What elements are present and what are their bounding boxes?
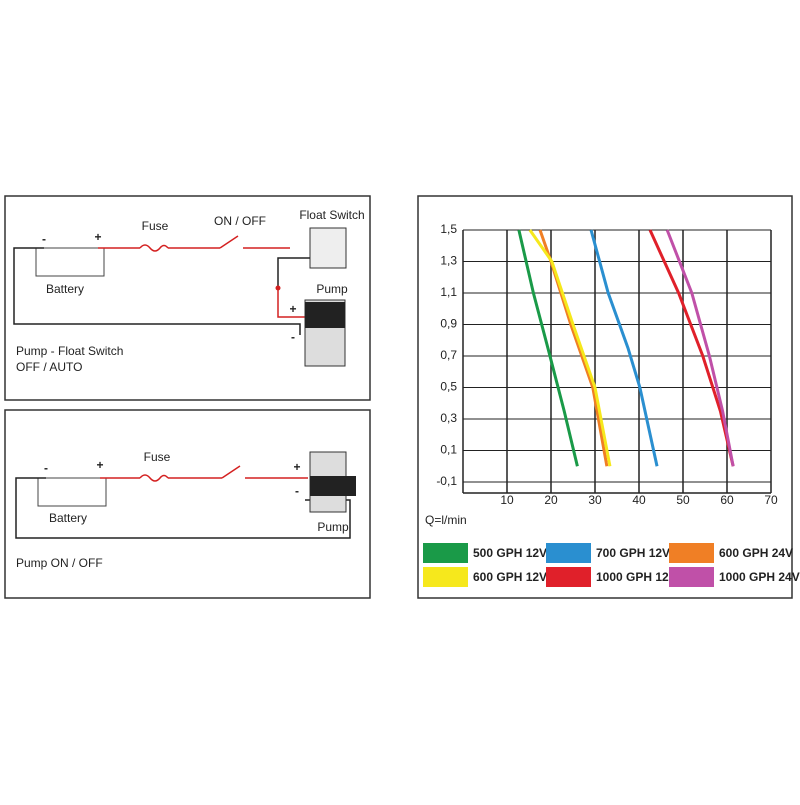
on-off-diagram: Battery - + Fuse + - Pump Pump ON / OFF: [4, 409, 371, 599]
pump-label: Pump: [316, 282, 348, 296]
switch-icon: [221, 465, 241, 479]
wire: [277, 257, 310, 288]
caption: Pump - Float Switch: [16, 344, 123, 358]
panel: [4, 195, 371, 401]
legend-swatch: [669, 543, 714, 563]
legend-label: 700 GPH 12V: [596, 546, 670, 560]
legend-label: 500 GPH 12V: [473, 546, 547, 560]
legend-label: 600 GPH 24V: [719, 546, 793, 560]
polarity: -: [42, 232, 46, 246]
series-line: [665, 229, 735, 467]
fuse-label: Fuse: [144, 450, 171, 464]
junction: [275, 285, 281, 291]
y-tick-label: 0,5: [440, 380, 457, 394]
switch-icon: [219, 235, 239, 249]
x-tick-label: 40: [632, 493, 646, 507]
caption: OFF / AUTO: [16, 360, 82, 374]
legend-swatch: [546, 567, 591, 587]
series-line: [528, 229, 612, 467]
x-tick-label: 60: [720, 493, 734, 507]
battery-label: Battery: [46, 282, 84, 296]
y-tick-label: 0,9: [440, 317, 457, 331]
pump-top: [310, 476, 356, 496]
series-line: [517, 229, 579, 467]
y-tick-label: -0,1: [436, 474, 457, 488]
y-tick-label: 0,7: [440, 348, 457, 362]
legend-label: 1000 GPH 12V: [596, 570, 677, 584]
series-line: [538, 229, 609, 467]
y-tick-label: 0,1: [440, 443, 457, 457]
series-line: [648, 229, 735, 467]
x-axis-label: Q=l/min: [425, 513, 467, 527]
x-tick-label: 10: [500, 493, 514, 507]
fuse-label: Fuse: [142, 219, 169, 233]
float-switch-label: Float Switch: [299, 208, 364, 222]
y-tick-label: 1,3: [440, 254, 457, 268]
float-switch-icon: [309, 227, 347, 269]
series-line: [589, 229, 659, 467]
switch-label: ON / OFF: [214, 214, 266, 228]
fuse-icon: [139, 244, 169, 252]
polarity: +: [289, 302, 296, 316]
y-tick-label: 0,3: [440, 411, 457, 425]
legend-swatch: [546, 543, 591, 563]
wire: [277, 288, 305, 318]
chart: 1,5 1,3 1,1 0,9 0,7 0,5 0,3 0,1 -0,1 10 20 30 40 50 60…: [417, 195, 800, 599]
legend-label: 600 GPH 12V: [473, 570, 547, 584]
x-tick-label: 20: [544, 493, 558, 507]
caption: Pump ON / OFF: [16, 556, 103, 570]
y-tick-label: 1,1: [440, 285, 457, 299]
x-tick-label: 50: [676, 493, 690, 507]
fuse-icon: [139, 474, 169, 482]
polarity: -: [295, 484, 299, 498]
float-switch-diagram: Battery - + Fuse ON / OFF Float Switch P…: [4, 195, 371, 401]
pump-label: Pump: [317, 520, 349, 534]
panel: [417, 195, 793, 599]
wire: [13, 247, 301, 335]
panel: [4, 409, 371, 599]
polarity: +: [293, 460, 300, 474]
legend-swatch: [423, 543, 468, 563]
polarity: -: [44, 461, 48, 475]
legend-swatch: [423, 567, 468, 587]
polarity: +: [96, 458, 103, 472]
legend-swatch: [669, 567, 714, 587]
y-tick-label: 1,5: [440, 222, 457, 236]
battery-label: Battery: [49, 511, 87, 525]
polarity: -: [291, 330, 295, 344]
battery-icon: [35, 247, 105, 277]
pump-top: [305, 302, 345, 328]
x-tick-label: 30: [588, 493, 602, 507]
x-tick-label: 70: [764, 493, 778, 507]
polarity: +: [94, 230, 101, 244]
battery-icon: [37, 477, 107, 507]
legend-label: 1000 GPH 24V: [719, 570, 800, 584]
